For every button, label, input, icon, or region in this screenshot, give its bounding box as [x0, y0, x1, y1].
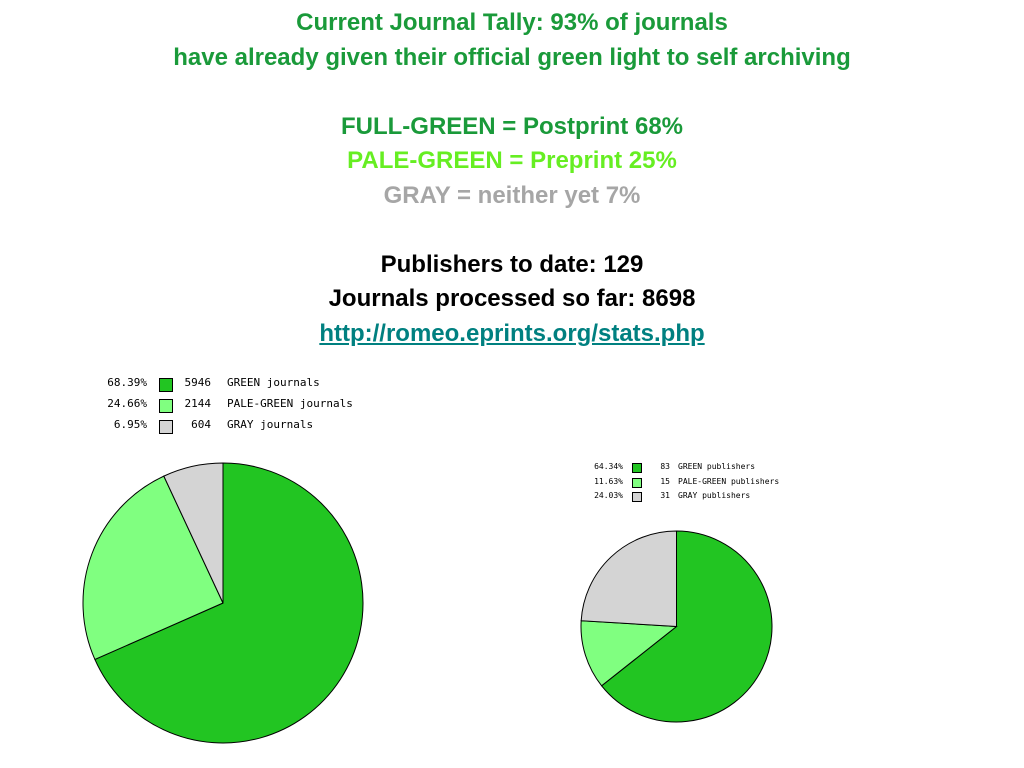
legend-row: 68.39% 5946 GREEN journals — [95, 376, 395, 397]
headline-spacer — [0, 213, 1024, 248]
journals-pie-chart — [82, 462, 364, 744]
stats-link[interactable]: http://romeo.eprints.org/stats.php — [319, 319, 705, 347]
full-green-line: FULL-GREEN = Postprint 68% — [340, 112, 684, 140]
legend-label: PALE-GREEN journals — [227, 397, 353, 410]
gray-line: GRAY = neither yet 7% — [383, 181, 641, 209]
legend-swatch — [159, 420, 173, 434]
legend-label: GREEN journals — [227, 376, 320, 389]
legend-count: 2144 — [184, 397, 212, 410]
legend-percent: 6.95% — [113, 418, 147, 431]
legend-swatch — [632, 477, 642, 488]
stats-link-line: http://romeo.eprints.org/stats.php — [0, 317, 1024, 352]
legend-count: 31 — [660, 491, 670, 500]
headline-title-line-1: Current Journal Tally: 93% of journals — [296, 9, 728, 36]
legend-swatch — [159, 399, 173, 413]
publishers-legend: 64.34% 83 GREEN publishers 11.63% 15 PALE-GRE… — [588, 462, 808, 507]
legend-label: GREEN publishers — [678, 462, 756, 471]
legend-count: 5946 — [184, 376, 212, 389]
pie-slice — [580, 620, 678, 687]
pie-slice — [82, 475, 224, 661]
legend-row: 6.95% 604 GRAY journals — [95, 418, 395, 439]
legend-label: PALE-GREEN publishers — [678, 476, 780, 486]
legend-swatch — [632, 463, 642, 473]
journals-count-line: Journals processed so far: 8698 — [328, 285, 696, 312]
legend-percent: 24.66% — [107, 397, 147, 410]
legend-row: 64.34% 83 GREEN publishers — [588, 462, 808, 477]
legend-row: 24.03% 31 GRAY publishers — [588, 491, 808, 506]
pie-slice — [580, 530, 677, 628]
legend-count: 604 — [191, 418, 211, 431]
publishers-pie-chart — [580, 530, 773, 723]
pie-slice — [163, 462, 224, 604]
pie-slice — [600, 530, 773, 723]
headline-spacer — [0, 75, 1024, 110]
pale-green-line: PALE-GREEN = Preprint 25% — [347, 147, 677, 174]
legend-row: 11.63% 15 PALE-GREEN publishers — [588, 477, 808, 492]
headline-block: Current Journal Tally: 93% of journals h… — [0, 6, 1024, 351]
legend-percent: 64.34% — [594, 462, 623, 471]
headline-title-line-2: have already given their official green … — [173, 43, 851, 71]
legend-label: GRAY journals — [227, 418, 314, 431]
legend-count: 83 — [660, 462, 670, 471]
journals-legend: 68.39% 5946 GREEN journals 24.66% 2144 PALE-G… — [95, 376, 395, 440]
legend-count: 15 — [660, 476, 670, 486]
legend-percent: 11.63% — [594, 476, 623, 486]
legend-swatch — [632, 492, 642, 502]
legend-row: 24.66% 2144 PALE-GREEN journals — [95, 397, 395, 418]
legend-label: GRAY publishers — [678, 491, 751, 500]
legend-swatch — [159, 378, 173, 392]
pie-slice — [94, 462, 364, 744]
publishers-count-line: Publishers to date: 129 — [380, 250, 644, 278]
legend-percent: 68.39% — [107, 376, 147, 389]
legend-percent: 24.03% — [594, 491, 623, 500]
